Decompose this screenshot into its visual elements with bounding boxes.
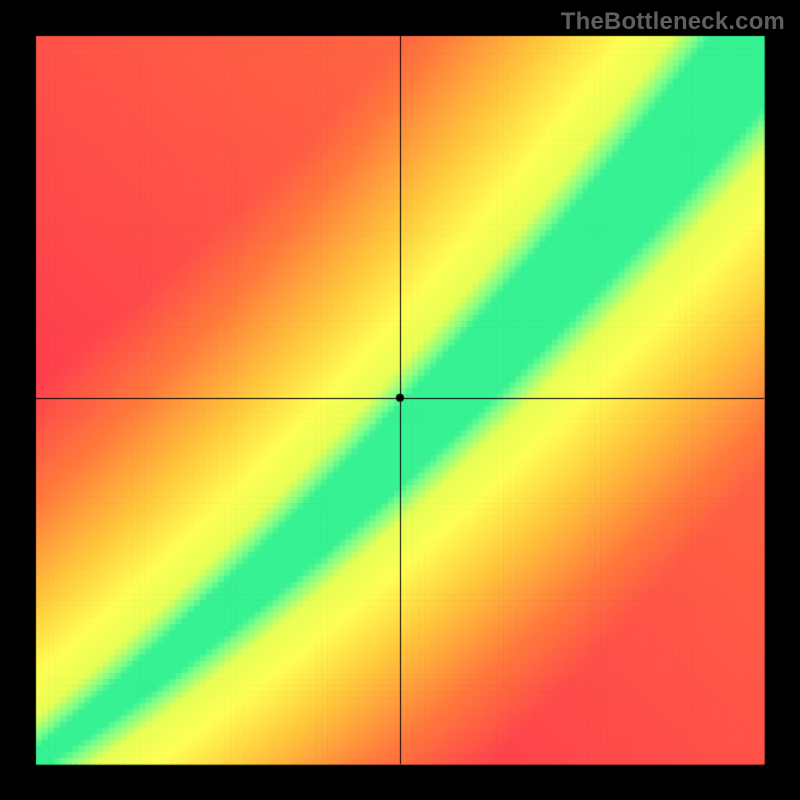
bottleneck-heatmap: [0, 0, 800, 800]
watermark-text: TheBottleneck.com: [561, 8, 785, 36]
